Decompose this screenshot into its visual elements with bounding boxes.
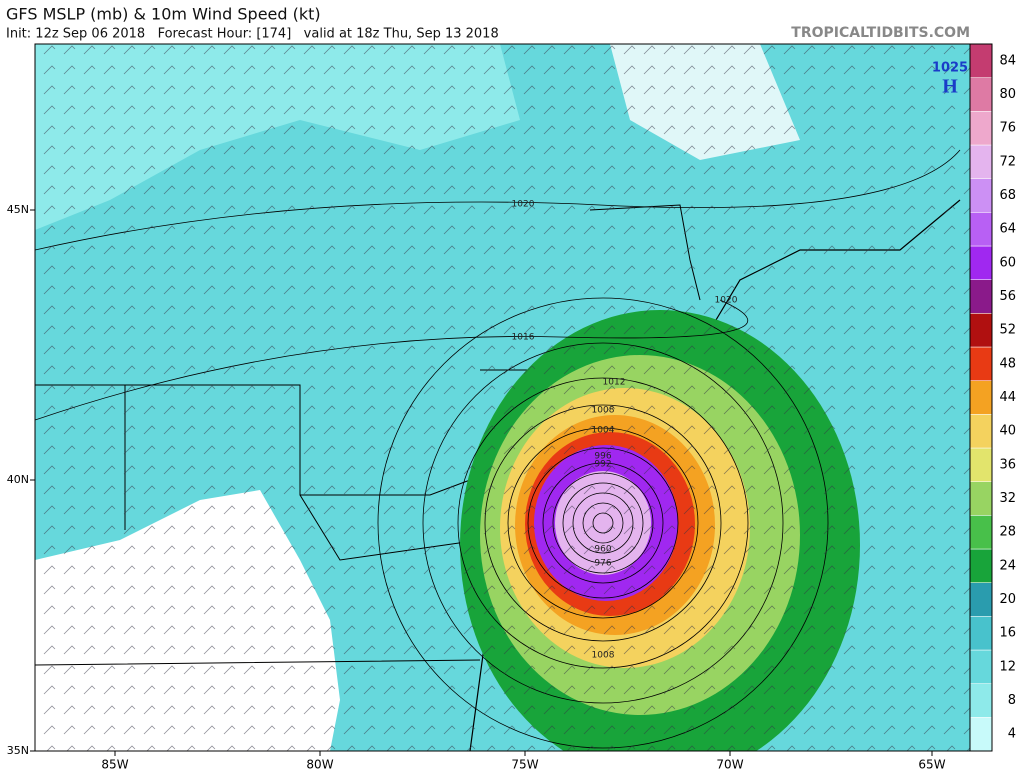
colorbar-band — [969, 144, 993, 179]
colorbar-band — [969, 481, 993, 516]
colorbar-label: 68 — [999, 188, 1016, 203]
colorbar-band — [969, 447, 993, 482]
lon-label: 65W — [918, 758, 945, 772]
colorbar-label: 56 — [999, 289, 1016, 304]
colorbar-band — [969, 43, 993, 78]
isobar-label: 1012 — [603, 378, 626, 388]
colorbar-band — [969, 717, 993, 752]
subtitle: Init: 12z Sep 06 2018 Forecast Hour: [17… — [6, 27, 499, 42]
colorbar-label: 8 — [1008, 693, 1016, 708]
high-pressure: 1025 — [932, 61, 968, 76]
colorbar-label: 84 — [999, 53, 1016, 68]
colorbar-label: 64 — [999, 222, 1016, 237]
colorbar-label: 24 — [999, 558, 1016, 573]
colorbar-band — [969, 279, 993, 314]
colorbar-label: 4 — [1008, 727, 1016, 742]
colorbar-label: 12 — [999, 659, 1016, 674]
high-marker: H — [942, 76, 958, 98]
colorbar-label: 52 — [999, 323, 1016, 338]
isobar-label: 1008 — [592, 651, 615, 661]
colorbar-band — [969, 649, 993, 684]
colorbar-label: 44 — [999, 390, 1016, 405]
colorbar-label: 80 — [999, 87, 1016, 102]
colorbar-label: 76 — [999, 121, 1016, 136]
lat-label: 35N — [7, 744, 29, 757]
colorbar-band — [969, 380, 993, 415]
isobar-label: 976 — [594, 559, 611, 569]
colorbar-band — [969, 346, 993, 381]
colorbar-frame — [969, 43, 993, 752]
colorbar-band — [969, 616, 993, 651]
colorbar-label: 36 — [999, 457, 1016, 472]
isobar-label: 1016 — [512, 333, 535, 343]
colorbar-band — [969, 683, 993, 718]
colorbar-label: 48 — [999, 356, 1016, 371]
colorbar-band — [969, 111, 993, 146]
wind-barbs — [35, 44, 970, 751]
colorbar-label: 28 — [999, 525, 1016, 540]
isobar-label: 996 — [594, 452, 611, 462]
colorbar-label: 72 — [999, 154, 1016, 169]
lat-label: 40N — [7, 473, 29, 486]
lon-label: 85W — [101, 758, 128, 772]
lon-label: 75W — [511, 758, 538, 772]
colorbar-band — [969, 313, 993, 348]
colorbar-label: 40 — [999, 424, 1016, 439]
lat-label: 45N — [7, 203, 29, 216]
isobar-label: 1008 — [592, 406, 615, 416]
colorbar-label: 16 — [999, 626, 1016, 641]
isobar-label: 960 — [594, 545, 611, 555]
colorbar-band — [969, 582, 993, 617]
isobar-label: 1020 — [715, 296, 738, 306]
colorbar-label: 20 — [999, 592, 1016, 607]
colorbar-band — [969, 515, 993, 550]
lon-label: 80W — [306, 758, 333, 772]
colorbar-band — [969, 548, 993, 583]
title: GFS MSLP (mb) & 10m Wind Speed (kt) — [6, 5, 321, 24]
colorbar-band — [969, 245, 993, 280]
brand: TROPICALTIDBITS.COM — [791, 25, 970, 41]
isobar-label: 1020 — [512, 200, 535, 210]
colorbar-band — [969, 414, 993, 449]
colorbar-band — [969, 77, 993, 112]
colorbar-band — [969, 212, 993, 247]
colorbar-band — [969, 178, 993, 213]
colorbar-label: 60 — [999, 255, 1016, 270]
lon-label: 70W — [716, 758, 743, 772]
isobar-label: 992 — [594, 460, 611, 470]
colorbar-label: 32 — [999, 491, 1016, 506]
map-area — [35, 44, 970, 751]
isobar-label: 1004 — [592, 426, 615, 436]
